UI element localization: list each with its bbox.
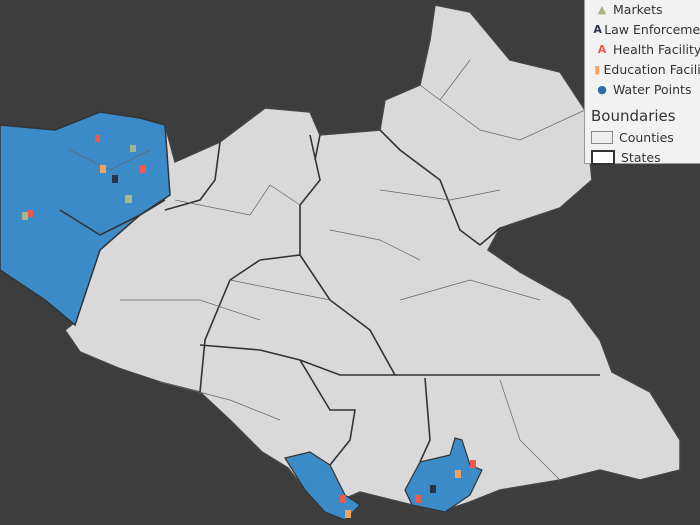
- country: [54, 4, 681, 513]
- water-point-icon: ●: [597, 82, 607, 96]
- counties-swatch: [591, 130, 613, 144]
- boundaries-title: Boundaries: [591, 107, 676, 125]
- highlighted-region-south-2[interactable]: [404, 437, 483, 513]
- legend-item-markets: ▲ Markets: [591, 0, 700, 19]
- county-borders: [69, 59, 586, 481]
- highlighted-region-northwest[interactable]: [0, 111, 171, 327]
- legend-item-education-facility: ▮Education Facility: [591, 59, 700, 79]
- law-enforcement-icon: A: [593, 22, 602, 36]
- legend-label: Education Facility: [603, 61, 700, 77]
- legend-label: Health Facility: [613, 41, 700, 57]
- legend-label: Law Enforcement: [604, 21, 700, 37]
- legend-item-water-points: ● Water Points: [591, 79, 700, 99]
- states-swatch: [591, 149, 615, 165]
- market-icon: ▲: [597, 2, 607, 16]
- legend-label: Markets: [613, 1, 663, 17]
- legend-label: States: [621, 149, 661, 165]
- legend-item-states: States: [591, 147, 700, 167]
- health-facility-icon: A: [597, 42, 607, 56]
- legend-label: Counties: [619, 129, 674, 145]
- facility-markers[interactable]: [22, 135, 476, 518]
- legend-item-counties: Counties: [591, 127, 700, 147]
- education-facility-icon: ▮: [594, 62, 601, 76]
- legend-label: Water Points: [613, 81, 692, 97]
- legend-item-health-facility: A Health Facility: [591, 39, 700, 59]
